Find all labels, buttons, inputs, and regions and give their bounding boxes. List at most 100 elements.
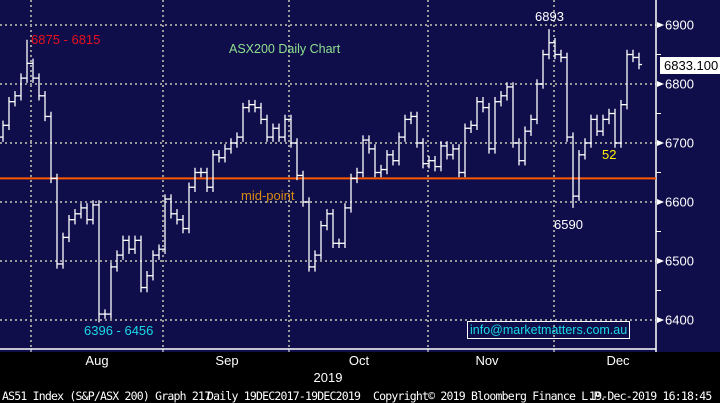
ytick-arrow <box>657 22 664 28</box>
ohlc-bar <box>180 214 186 234</box>
ohlc-bar <box>78 203 84 219</box>
email-box[interactable]: info@marketmatters.com.au <box>467 321 631 339</box>
ohlc-bar <box>402 114 408 142</box>
ohlc-bar <box>564 52 570 142</box>
ytick-label: 6900 <box>665 17 694 33</box>
ohlc-bar <box>252 99 258 113</box>
ohlc-bar <box>234 132 240 148</box>
ytick-arrow <box>657 140 664 146</box>
ohlc-bar <box>144 271 150 293</box>
ohlc-bar <box>270 123 276 142</box>
year-label: 2019 <box>313 370 343 385</box>
ohlc-bar <box>450 144 456 160</box>
ohlc-bar <box>156 244 162 260</box>
ohlc-bar <box>132 235 138 254</box>
ohlc-bar <box>366 135 372 154</box>
ohlc-bar <box>612 108 618 148</box>
ohlc-bar <box>516 138 522 166</box>
ohlc-bar <box>66 214 72 243</box>
ohlc-bar <box>396 132 402 166</box>
ohlc-bar <box>522 126 528 166</box>
ytick-label: 6500 <box>665 253 694 269</box>
ohlc-bar <box>594 114 600 136</box>
ohlc-bar <box>456 144 462 178</box>
ohlc-bar <box>162 194 168 254</box>
ohlc-bar <box>510 82 516 148</box>
ohlc-bar <box>414 111 420 148</box>
ohlc-bar <box>318 220 324 260</box>
ohlc-bar <box>468 120 474 133</box>
ytick-label: 6700 <box>665 135 694 151</box>
last-price: 6833.100 <box>664 58 719 73</box>
ohlc-bar <box>582 138 588 160</box>
ohlc-bar <box>90 200 96 225</box>
ohlc-bar <box>174 209 180 225</box>
ohlc-bar <box>630 49 636 63</box>
month-sep: Sep <box>215 353 239 368</box>
email-link[interactable]: info@marketmatters.com.au <box>470 323 628 337</box>
ohlc-bar <box>18 73 24 101</box>
ohlc-bar <box>24 39 30 83</box>
ohlc-bar <box>102 309 108 319</box>
ohlc-bar <box>210 150 216 192</box>
ohlc-bar <box>288 114 294 148</box>
ohlc-bar <box>354 167 360 184</box>
ohlc-bar <box>294 138 300 181</box>
ohlc-bar <box>192 167 198 192</box>
ohlc-bar <box>426 155 432 169</box>
ohlc-bar <box>120 235 126 260</box>
plot-area <box>0 0 720 352</box>
ohlc-bar <box>528 114 534 136</box>
ohlc-bar <box>198 167 204 178</box>
ohlc-bar <box>486 102 492 154</box>
month-dec: Dec <box>606 353 630 368</box>
ytick-arrow <box>657 199 664 205</box>
ohlc-bar <box>84 203 90 225</box>
ohlc-bar <box>312 250 318 272</box>
last-price-tag: 6833.100 <box>660 57 720 74</box>
ohlc-bar <box>342 203 348 249</box>
ohlc-bar <box>636 52 642 70</box>
ohlc-bar <box>30 58 36 83</box>
ohlc-bar <box>246 99 252 113</box>
ohlc-bar <box>534 79 540 125</box>
ohlc-bar <box>114 250 120 272</box>
ohlc-bar <box>6 96 12 131</box>
ohlc-bar <box>552 37 558 60</box>
ytick-label: 6400 <box>665 312 694 328</box>
ohlc-bar <box>48 111 54 184</box>
ohlc-bar <box>480 96 486 113</box>
range-low-label: 6396 - 6456 <box>84 323 154 338</box>
ohlc-bar <box>444 141 450 160</box>
ohlc-bar <box>492 96 498 154</box>
ohlc-bar <box>462 123 468 178</box>
ohlc-bar <box>360 135 366 178</box>
ohlc-bar <box>108 262 114 319</box>
ohlc-bar <box>228 138 234 154</box>
ohlc-bar <box>336 238 342 249</box>
ohlc-bar <box>96 200 102 323</box>
ohlc-bar <box>546 29 552 60</box>
ohlc-bar <box>540 49 546 89</box>
ytick-arrow <box>657 81 664 87</box>
footer-copyright: Copyright© 2019 Bloomberg Finance L.P. <box>373 389 607 403</box>
ohlc-bar <box>258 102 264 125</box>
ohlc-bar <box>264 114 270 142</box>
ohlc-bar <box>324 209 330 231</box>
ohlc-bar <box>72 209 78 225</box>
ohlc-bar <box>474 96 480 131</box>
ohlc-bar <box>12 91 18 107</box>
ohlc-bar <box>138 235 144 293</box>
range-high-label: 6875 - 6815 <box>31 32 101 47</box>
ohlc-bar <box>576 150 582 201</box>
chart-title: ASX200 Daily Chart <box>229 42 341 56</box>
ohlc-bar <box>168 194 174 219</box>
ohlc-bar <box>606 108 612 125</box>
ohlc-bar <box>558 49 564 63</box>
ohlc-bar <box>204 167 210 192</box>
ohlc-bar <box>438 141 444 172</box>
ohlc-bar <box>384 150 390 175</box>
ohlc-bar <box>0 120 6 142</box>
month-oct: Oct <box>348 353 370 368</box>
